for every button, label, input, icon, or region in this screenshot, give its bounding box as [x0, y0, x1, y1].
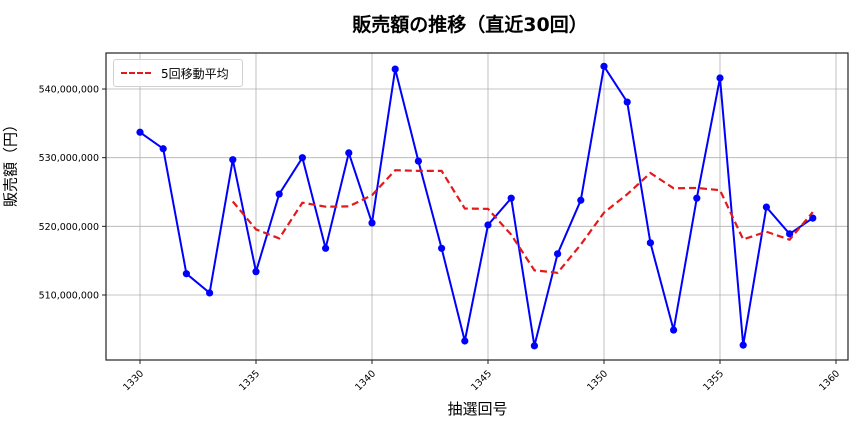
data-point-marker	[206, 289, 214, 297]
x-tick-label: 1340	[353, 368, 378, 393]
x-tick-label: 1360	[817, 368, 842, 393]
data-point-marker	[345, 149, 353, 157]
data-point-marker	[693, 194, 701, 202]
y-tick-label: 540,000,000	[39, 85, 99, 96]
data-point-marker	[414, 157, 422, 165]
y-tick-label: 530,000,000	[39, 153, 99, 164]
data-point-marker	[670, 326, 678, 334]
x-tick-label: 1350	[585, 368, 610, 393]
data-point-marker	[554, 250, 562, 258]
data-point-marker	[762, 203, 771, 211]
data-point-marker	[229, 156, 237, 164]
x-axis-ticks: 1330 1335 1340 1345 1350 1355 1360	[121, 360, 842, 393]
data-point-marker	[600, 62, 608, 70]
legend-label-moving-average: 5回移動平均	[161, 66, 229, 81]
x-axis-label: 抽選回号	[447, 400, 508, 418]
chart-title: 販売額の推移（直近30回）	[352, 14, 588, 36]
data-point-marker	[136, 128, 144, 136]
data-point-marker	[182, 270, 190, 278]
data-point-marker	[786, 230, 794, 238]
data-point-marker	[275, 190, 283, 198]
legend: 5回移動平均	[113, 59, 243, 87]
data-point-marker	[252, 268, 260, 276]
x-tick-label: 1330	[121, 368, 146, 393]
x-tick-label: 1355	[701, 368, 726, 393]
data-point-marker	[322, 244, 330, 252]
series-layer	[136, 62, 817, 350]
data-point-marker	[484, 221, 492, 229]
data-point-marker	[391, 65, 399, 73]
sales-line	[139, 63, 814, 347]
moving-average-line	[231, 169, 814, 274]
data-point-marker	[716, 74, 724, 82]
y-axis-label: 販売額（円）	[1, 116, 20, 207]
data-point-marker	[298, 154, 306, 162]
data-point-marker	[646, 239, 655, 247]
y-axis-ticks: 510,000,000 520,000,000 530,000,000 540,000…	[39, 85, 106, 302]
data-point-marker	[368, 219, 376, 227]
data-point-marker	[739, 341, 747, 349]
x-tick-label: 1345	[469, 368, 494, 393]
data-point-marker	[461, 337, 469, 345]
y-tick-label: 520,000,000	[39, 222, 99, 233]
data-point-marker	[159, 145, 167, 153]
data-point-marker	[809, 214, 817, 222]
y-tick-label: 510,000,000	[39, 291, 99, 302]
plot-frame	[105, 52, 849, 361]
data-point-marker	[623, 98, 631, 106]
data-point-marker	[438, 244, 446, 252]
data-point-marker	[577, 196, 585, 204]
data-point-marker	[507, 194, 515, 202]
grid-lines	[106, 53, 848, 360]
dashed-line-icon	[121, 72, 151, 74]
data-point-marker	[530, 342, 539, 350]
x-tick-label: 1335	[237, 368, 262, 393]
